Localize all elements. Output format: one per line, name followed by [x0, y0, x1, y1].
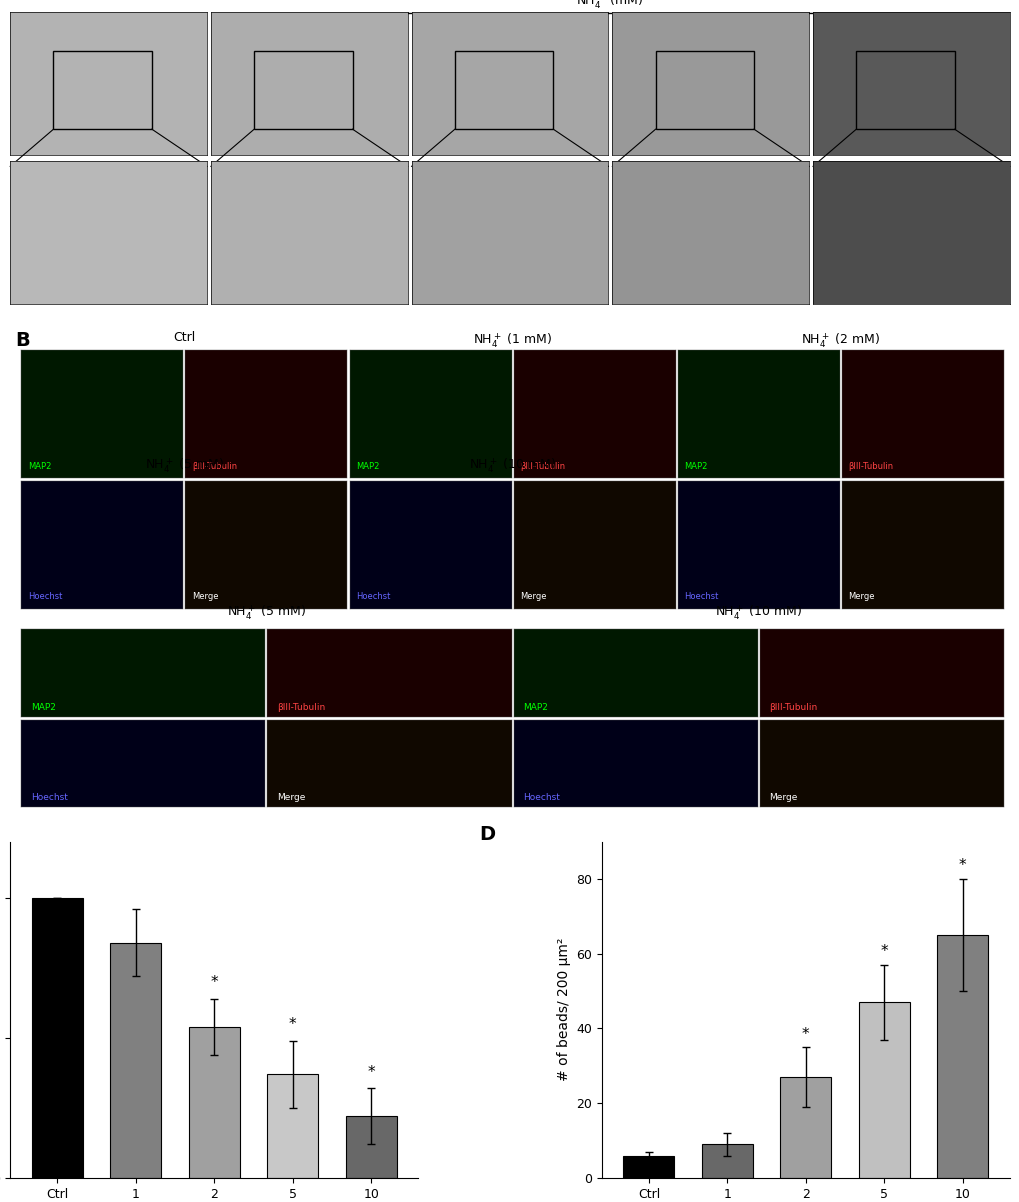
Text: NH$_4^+$ (5 mM): NH$_4^+$ (5 mM) — [227, 603, 306, 623]
Bar — [701, 1144, 752, 1178]
Text: Merge: Merge — [192, 593, 218, 601]
Bar — [936, 935, 987, 1178]
Text: Enlarged: Enlarged — [40, 197, 50, 246]
Text: βIII-Tubulin: βIII-Tubulin — [520, 462, 565, 471]
Bar — [345, 1117, 396, 1178]
Text: MAP2: MAP2 — [32, 703, 56, 712]
Text: NH$_4^+$ (1 mM): NH$_4^+$ (1 mM) — [473, 331, 551, 350]
Bar — [267, 1075, 318, 1178]
Text: D: D — [479, 825, 495, 844]
Text: βIII-Tubulin: βIII-Tubulin — [277, 703, 325, 712]
Text: Hoechst: Hoechst — [523, 793, 559, 802]
Text: NH$_4^+$ (10 mM): NH$_4^+$ (10 mM) — [469, 457, 555, 475]
Text: βIII-Tubulin: βIII-Tubulin — [848, 462, 893, 471]
Text: A: A — [15, 14, 31, 34]
Text: βIII-Tubulin: βIII-Tubulin — [192, 462, 236, 471]
Text: Merge: Merge — [768, 793, 797, 802]
Text: NH$_4^+$ (5 mM): NH$_4^+$ (5 mM) — [145, 457, 224, 475]
Text: 5: 5 — [702, 14, 710, 28]
Text: Merge: Merge — [848, 593, 874, 601]
Text: Merge: Merge — [277, 793, 306, 802]
Text: 1: 1 — [317, 14, 325, 28]
Text: 2: 2 — [510, 14, 518, 28]
Bar — [189, 1027, 239, 1178]
Bar — [858, 1002, 909, 1178]
Bar — [780, 1077, 830, 1178]
Text: βIII-Tubulin: βIII-Tubulin — [768, 703, 817, 712]
Text: White field: White field — [40, 49, 50, 109]
Text: Hoechst: Hoechst — [356, 593, 390, 601]
Text: MAP2: MAP2 — [28, 462, 51, 471]
Text: *: * — [879, 945, 888, 959]
Text: NH$_4^+$ (10 mM): NH$_4^+$ (10 mM) — [714, 603, 801, 623]
Text: *: * — [367, 1065, 375, 1079]
Text: Merge: Merge — [520, 593, 546, 601]
Text: Hoechst: Hoechst — [32, 793, 68, 802]
Text: Hoechst: Hoechst — [684, 593, 717, 601]
Bar — [32, 898, 83, 1178]
Text: MAP2: MAP2 — [356, 462, 379, 471]
Text: *: * — [210, 975, 218, 990]
Text: Ctrl: Ctrl — [173, 331, 196, 344]
Text: NH$_4^+$ (2 mM): NH$_4^+$ (2 mM) — [800, 331, 879, 350]
Text: Hoechst: Hoechst — [28, 593, 62, 601]
Text: *: * — [288, 1017, 297, 1033]
Text: B: B — [15, 331, 30, 350]
Text: Ctrl: Ctrl — [114, 14, 137, 28]
Bar — [110, 942, 161, 1178]
Y-axis label: # of beads/ 200 μm²: # of beads/ 200 μm² — [556, 938, 570, 1082]
Text: MAP2: MAP2 — [684, 462, 707, 471]
Text: MAP2: MAP2 — [523, 703, 547, 712]
Text: NH$_4^+$ (mM): NH$_4^+$ (mM) — [576, 0, 643, 11]
Bar — [623, 1155, 674, 1178]
Text: *: * — [801, 1027, 809, 1042]
Text: *: * — [958, 858, 966, 874]
Text: 10: 10 — [891, 14, 907, 28]
